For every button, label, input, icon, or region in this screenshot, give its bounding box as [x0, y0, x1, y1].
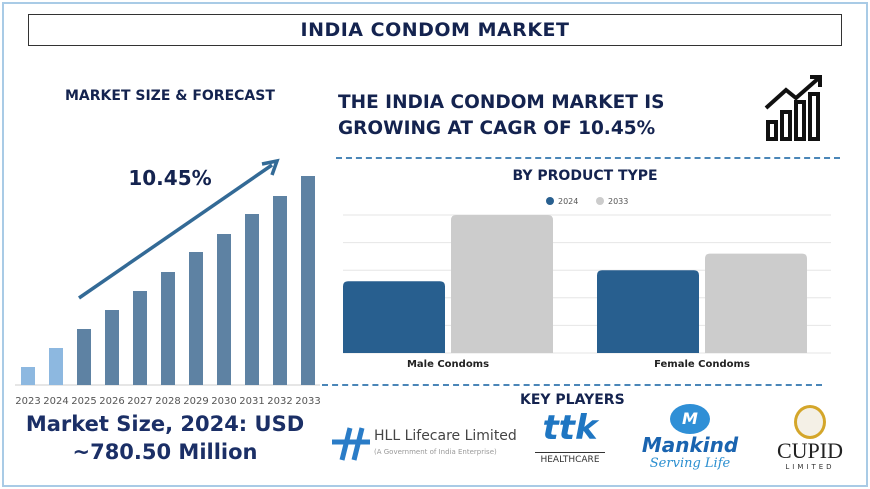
mankind-name: Mankind — [641, 433, 739, 457]
bar-male-condoms-2033 — [451, 215, 553, 353]
market-size-line1: Market Size, 2024: USD — [25, 412, 305, 436]
arrow-head-icon — [261, 158, 280, 176]
ttk-sub: HEALTHCARE — [535, 452, 605, 465]
bar-female-condoms-2033 — [705, 253, 807, 353]
market-size-heading: MARKET SIZE & FORECAST — [65, 88, 275, 104]
hll-icon — [332, 427, 370, 461]
tick-label-2027: 2027 — [127, 396, 152, 407]
bar-2027 — [133, 291, 147, 385]
bar-2032 — [273, 196, 287, 385]
bar-2033 — [301, 176, 315, 385]
tick-label-2029: 2029 — [183, 396, 208, 407]
cupid-icon — [794, 405, 826, 439]
headline: THE INDIA CONDOM MARKET IS GROWING AT CA… — [338, 90, 698, 142]
bar-2031 — [245, 214, 259, 385]
cupid-sub: LIMITED — [785, 463, 835, 471]
tick-label-2033: 2033 — [295, 396, 320, 407]
mankind-icon: M — [670, 404, 710, 434]
legend-label-2033: 2033 — [608, 197, 628, 206]
bar-female-condoms-2024 — [597, 270, 699, 353]
growth-arrow — [78, 163, 273, 300]
ttk-logo: ttk HEALTHCARE — [535, 408, 605, 470]
headline-line1: THE INDIA CONDOM MARKET IS — [338, 92, 665, 113]
cupid-logo: CUPID LIMITED — [775, 405, 845, 480]
tick-label-2028: 2028 — [155, 396, 180, 407]
legend-label-2024: 2024 — [558, 197, 578, 206]
mankind-logo: M Mankind Serving Life — [630, 404, 750, 476]
product-type-chart: BY PRODUCT TYPE 2024 2033 Male Condoms Femal… — [343, 168, 831, 370]
hll-name: HLL Lifecare Limited — [374, 428, 517, 444]
bar-2023 — [21, 367, 35, 385]
page-title: INDIA CONDOM MARKET — [28, 14, 842, 46]
tick-label-2026: 2026 — [99, 396, 124, 407]
legend-marker-2024 — [546, 197, 554, 205]
tick-label-2030: 2030 — [211, 396, 236, 407]
cupid-name: CUPID — [776, 438, 843, 463]
headline-line2: GROWING AT CAGR OF 10.45% — [338, 118, 656, 139]
bar-male-condoms-2024 — [343, 281, 445, 353]
mankind-sub: Serving Life — [649, 456, 731, 471]
bar-2028 — [161, 272, 175, 385]
market-size-chart: 2023 2024 2025 2026 2027 2028 2029 2030 2031 2032… — [15, 158, 321, 407]
bar-2029 — [189, 252, 203, 385]
market-size-line2: ~780.50 Million — [72, 440, 258, 464]
bar-2026 — [105, 310, 119, 385]
chart-title: BY PRODUCT TYPE — [512, 168, 657, 184]
ttk-name: ttk — [542, 408, 598, 448]
tick-label-2023: 2023 — [15, 396, 40, 407]
legend-marker-2033 — [596, 197, 604, 205]
bar-2025 — [77, 329, 91, 385]
hll-logo: HLL Lifecare Limited (A Government of In… — [330, 420, 525, 462]
divider-top — [336, 157, 840, 159]
hll-sub: (A Government of India Enterprise) — [374, 448, 497, 456]
tick-label-2025: 2025 — [71, 396, 96, 407]
divider-bottom — [322, 384, 822, 386]
bar-2024 — [49, 348, 63, 385]
category-label-female-condoms: Female Condoms — [654, 359, 750, 370]
key-players-heading: KEY PLAYERS — [520, 392, 625, 408]
tick-label-2032: 2032 — [267, 396, 292, 407]
growth-chart-icon — [764, 75, 822, 141]
market-size-text: Market Size, 2024: USD ~780.50 Million — [10, 410, 320, 466]
cagr-annotation: 10.45% — [128, 166, 211, 190]
category-label-male-condoms: Male Condoms — [407, 359, 489, 370]
tick-label-2031: 2031 — [239, 396, 264, 407]
bar-2030 — [217, 234, 231, 385]
tick-label-2024: 2024 — [43, 396, 68, 407]
